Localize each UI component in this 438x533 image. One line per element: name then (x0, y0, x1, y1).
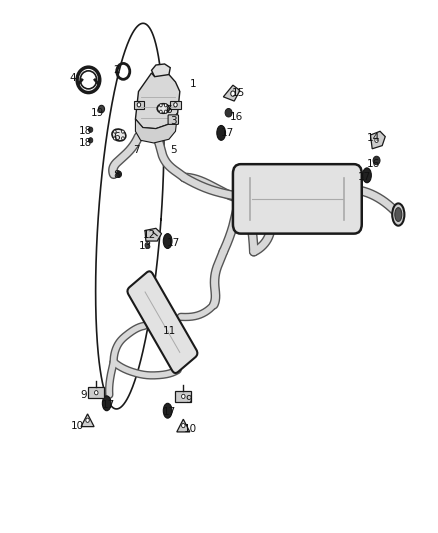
Circle shape (373, 156, 380, 165)
Circle shape (122, 130, 124, 133)
Text: 13: 13 (138, 241, 152, 252)
Text: 16: 16 (367, 159, 380, 169)
Circle shape (99, 106, 105, 113)
Polygon shape (223, 85, 240, 101)
Text: 19: 19 (91, 108, 104, 118)
Text: 17: 17 (162, 407, 176, 417)
Ellipse shape (102, 396, 111, 411)
Circle shape (231, 91, 235, 96)
Circle shape (164, 104, 167, 107)
Circle shape (164, 110, 167, 114)
Text: 17: 17 (221, 128, 234, 138)
Text: 8: 8 (113, 170, 120, 180)
Circle shape (88, 127, 93, 132)
Circle shape (113, 130, 116, 133)
Circle shape (122, 137, 124, 140)
Circle shape (159, 110, 162, 114)
Text: 10: 10 (71, 421, 84, 431)
Text: 6: 6 (113, 132, 120, 142)
Polygon shape (145, 228, 162, 241)
Text: 14: 14 (367, 133, 380, 143)
Text: 12: 12 (143, 230, 156, 240)
Ellipse shape (163, 233, 172, 248)
Circle shape (145, 243, 149, 248)
Polygon shape (135, 73, 180, 128)
FancyBboxPatch shape (127, 271, 198, 373)
Ellipse shape (112, 129, 126, 141)
Text: 17: 17 (167, 238, 180, 248)
Polygon shape (81, 414, 94, 426)
Polygon shape (135, 113, 178, 143)
Ellipse shape (157, 104, 170, 114)
Circle shape (375, 138, 378, 142)
Polygon shape (152, 64, 170, 78)
Circle shape (113, 137, 116, 140)
Ellipse shape (363, 168, 371, 183)
Circle shape (182, 394, 185, 399)
Text: 16: 16 (230, 112, 243, 122)
FancyBboxPatch shape (233, 164, 362, 233)
Polygon shape (371, 131, 385, 149)
Text: 18: 18 (79, 138, 92, 148)
Polygon shape (170, 101, 181, 109)
Text: 6: 6 (166, 105, 172, 115)
Circle shape (95, 391, 98, 395)
Text: 9: 9 (185, 395, 192, 405)
Polygon shape (176, 391, 191, 402)
Circle shape (159, 104, 162, 107)
FancyBboxPatch shape (168, 115, 179, 124)
Text: 5: 5 (170, 145, 177, 155)
Text: 10: 10 (184, 424, 197, 434)
Text: 1: 1 (190, 78, 196, 88)
Text: 18: 18 (79, 126, 92, 136)
Ellipse shape (163, 403, 172, 418)
Text: 3: 3 (170, 116, 177, 126)
Ellipse shape (217, 125, 226, 140)
Circle shape (137, 103, 141, 107)
Text: 17: 17 (101, 400, 115, 410)
Circle shape (182, 423, 185, 427)
Text: 4: 4 (70, 73, 77, 83)
Circle shape (225, 109, 232, 117)
Text: 2: 2 (113, 66, 120, 75)
Text: 15: 15 (232, 87, 245, 98)
Text: 17: 17 (358, 172, 371, 182)
Text: 11: 11 (162, 326, 176, 336)
Polygon shape (88, 387, 104, 398)
Circle shape (88, 138, 93, 143)
Circle shape (86, 418, 89, 422)
Polygon shape (177, 419, 190, 432)
Ellipse shape (395, 208, 402, 221)
Text: 9: 9 (81, 390, 88, 400)
Text: 7: 7 (133, 145, 140, 155)
Circle shape (174, 103, 177, 107)
Ellipse shape (392, 204, 404, 225)
Polygon shape (134, 101, 144, 109)
Circle shape (116, 171, 121, 177)
